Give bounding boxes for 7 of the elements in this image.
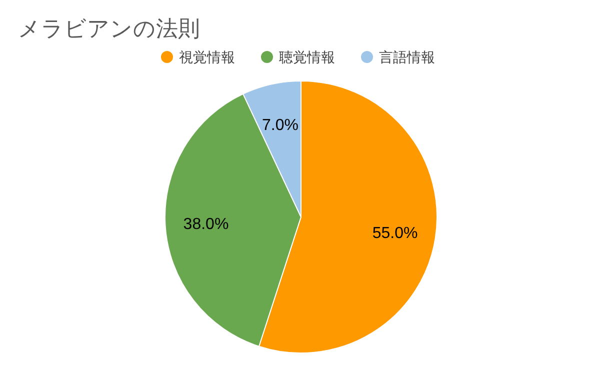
legend-label: 聴覚情報 bbox=[279, 49, 335, 65]
data-label: 38.0% bbox=[183, 216, 229, 233]
data-label: 7.0% bbox=[262, 117, 298, 134]
data-label: 55.0% bbox=[372, 224, 418, 242]
legend-label: 視覚情報 bbox=[179, 49, 235, 65]
chart-title: メラビアンの法則 bbox=[18, 16, 200, 41]
legend-label: 言語情報 bbox=[379, 49, 435, 65]
